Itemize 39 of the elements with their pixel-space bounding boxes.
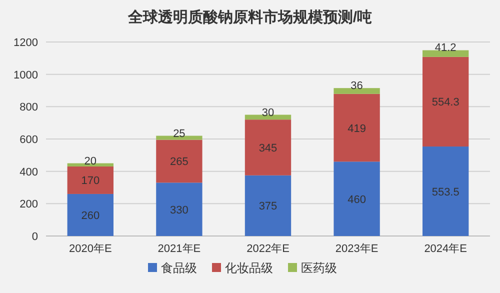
bar xyxy=(156,140,202,183)
data-label: 375 xyxy=(258,200,278,213)
y-tick-label: 600 xyxy=(20,134,38,146)
data-label: 460 xyxy=(348,194,366,206)
legend-label: 化妆品级 xyxy=(225,261,273,275)
data-label: 419 xyxy=(348,122,366,135)
bar xyxy=(156,136,202,140)
data-label: 330 xyxy=(170,204,188,216)
bar xyxy=(334,162,380,236)
x-tick-label: 2023年E xyxy=(335,243,378,255)
bar xyxy=(156,182,202,236)
x-tick-label: 2020年E xyxy=(68,243,112,255)
bar xyxy=(334,94,380,162)
data-label: 260 xyxy=(81,210,100,222)
bar xyxy=(422,56,469,147)
data-label: 345 xyxy=(258,142,278,154)
chart-title: 全球透明质酸钠原料市场规模预测/吨 xyxy=(126,8,372,26)
bar xyxy=(334,88,380,94)
y-tick-label: 0 xyxy=(32,231,38,243)
bar xyxy=(422,50,469,57)
bar xyxy=(422,146,469,236)
bar xyxy=(67,166,114,194)
y-tick-label: 400 xyxy=(20,166,38,178)
data-label: 553.5 xyxy=(432,186,460,198)
data-label: 170 xyxy=(81,175,100,188)
x-tick-label: 2022年E xyxy=(246,243,290,255)
y-tick-label: 1200 xyxy=(14,37,38,49)
y-tick-label: 200 xyxy=(20,198,38,211)
x-tick-label: 2021年E xyxy=(158,243,201,255)
legend-label: 食品级 xyxy=(161,261,197,275)
bar xyxy=(244,175,292,236)
x-tick-label: 2024年E xyxy=(424,243,468,255)
y-tick-label: 1000 xyxy=(14,69,38,82)
data-label: 265 xyxy=(170,156,188,168)
bar xyxy=(67,194,114,236)
y-tick-label: 800 xyxy=(20,102,38,114)
legend-label: 医药级 xyxy=(301,261,337,275)
bar xyxy=(244,120,292,176)
data-label: 554.3 xyxy=(432,96,460,109)
